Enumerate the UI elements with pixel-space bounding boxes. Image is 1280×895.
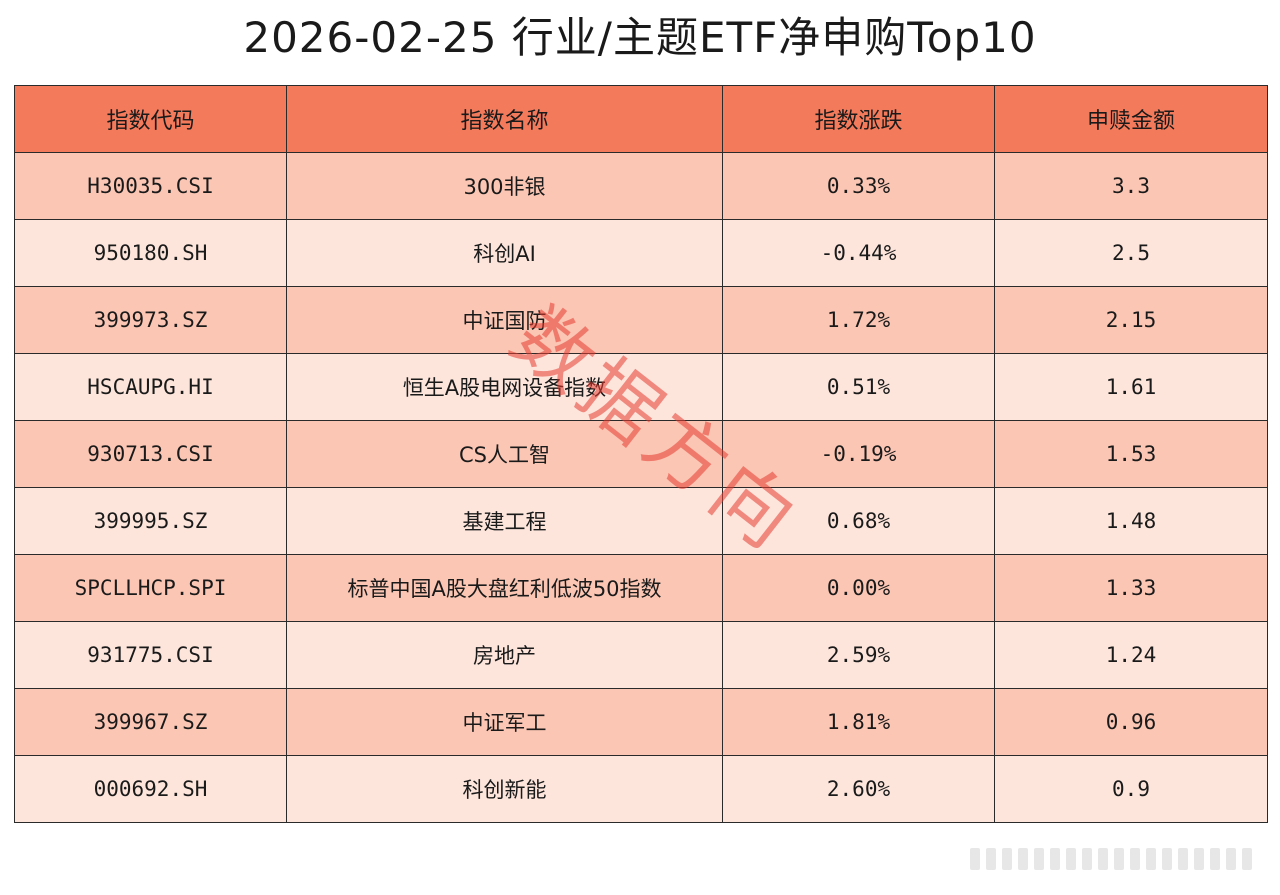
cell-change: 0.68% — [722, 487, 995, 555]
cell-index-code: SPCLLHCP.SPI — [14, 554, 287, 622]
cell-flow: 2.5 — [994, 219, 1268, 287]
cell-change: 2.60% — [722, 755, 995, 823]
cell-index-name: 300非银 — [286, 152, 723, 220]
cell-change: 2.59% — [722, 621, 995, 689]
cell-flow: 1.53 — [994, 420, 1268, 488]
cell-change: 0.00% — [722, 554, 995, 622]
cell-index-name: 房地产 — [286, 621, 723, 689]
logo-icon — [970, 845, 1270, 873]
column-header-change: 指数涨跌 — [722, 85, 995, 153]
cell-index-code: 399973.SZ — [14, 286, 287, 354]
cell-index-name: 标普中国A股大盘红利低波50指数 — [286, 554, 723, 622]
cell-index-code: HSCAUPG.HI — [14, 353, 287, 421]
cell-change: 0.51% — [722, 353, 995, 421]
cell-flow: 0.9 — [994, 755, 1268, 823]
cell-flow: 1.24 — [994, 621, 1268, 689]
cell-change: -0.19% — [722, 420, 995, 488]
cell-flow: 1.33 — [994, 554, 1268, 622]
page-title: 2026-02-25 行业/主题ETF净申购Top10 — [243, 13, 1037, 62]
cell-flow: 1.61 — [994, 353, 1268, 421]
cell-index-name: 中证军工 — [286, 688, 723, 756]
cell-index-code: 931775.CSI — [14, 621, 287, 689]
column-header-flow: 申赎金额 — [994, 85, 1268, 153]
table-row: 399995.SZ 基建工程 0.68% 1.48 — [14, 487, 1268, 555]
cell-change: 0.33% — [722, 152, 995, 220]
cell-flow: 2.15 — [994, 286, 1268, 354]
cell-index-name: CS人工智 — [286, 420, 723, 488]
table-row: 950180.SH 科创AI -0.44% 2.5 — [14, 219, 1268, 287]
etf-table: 指数代码 指数名称 指数涨跌 申赎金额 H30035.CSI 300非银 0.33%… — [14, 85, 1268, 823]
cell-index-code: 399967.SZ — [14, 688, 287, 756]
cell-change: 1.72% — [722, 286, 995, 354]
table-row: 399967.SZ 中证军工 1.81% 0.96 — [14, 688, 1268, 756]
table-row: H30035.CSI 300非银 0.33% 3.3 — [14, 152, 1268, 220]
cell-index-code: 930713.CSI — [14, 420, 287, 488]
table-row: 399973.SZ 中证国防 1.72% 2.15 — [14, 286, 1268, 354]
cell-flow: 3.3 — [994, 152, 1268, 220]
table-row: HSCAUPG.HI 恒生A股电网设备指数 0.51% 1.61 — [14, 353, 1268, 421]
cell-change: -0.44% — [722, 219, 995, 287]
cell-index-name: 中证国防 — [286, 286, 723, 354]
table-row: SPCLLHCP.SPI 标普中国A股大盘红利低波50指数 0.00% 1.33 — [14, 554, 1268, 622]
table-row: 930713.CSI CS人工智 -0.19% 1.53 — [14, 420, 1268, 488]
cell-index-name: 恒生A股电网设备指数 — [286, 353, 723, 421]
cell-index-code: 399995.SZ — [14, 487, 287, 555]
cell-index-name: 科创AI — [286, 219, 723, 287]
cell-index-name: 基建工程 — [286, 487, 723, 555]
cell-flow: 1.48 — [994, 487, 1268, 555]
table-row: 000692.SH 科创新能 2.60% 0.9 — [14, 755, 1268, 823]
column-header-index-name: 指数名称 — [286, 85, 723, 153]
column-header-index-code: 指数代码 — [14, 85, 287, 153]
table-body: H30035.CSI 300非银 0.33% 3.3 950180.SH 科创AI -0.4… — [14, 152, 1268, 823]
cell-index-code: H30035.CSI — [14, 152, 287, 220]
cell-change: 1.81% — [722, 688, 995, 756]
table-header-row: 指数代码 指数名称 指数涨跌 申赎金额 — [14, 85, 1268, 153]
table-row: 931775.CSI 房地产 2.59% 1.24 — [14, 621, 1268, 689]
cell-flow: 0.96 — [994, 688, 1268, 756]
cell-index-code: 000692.SH — [14, 755, 287, 823]
cell-index-name: 科创新能 — [286, 755, 723, 823]
cell-index-code: 950180.SH — [14, 219, 287, 287]
